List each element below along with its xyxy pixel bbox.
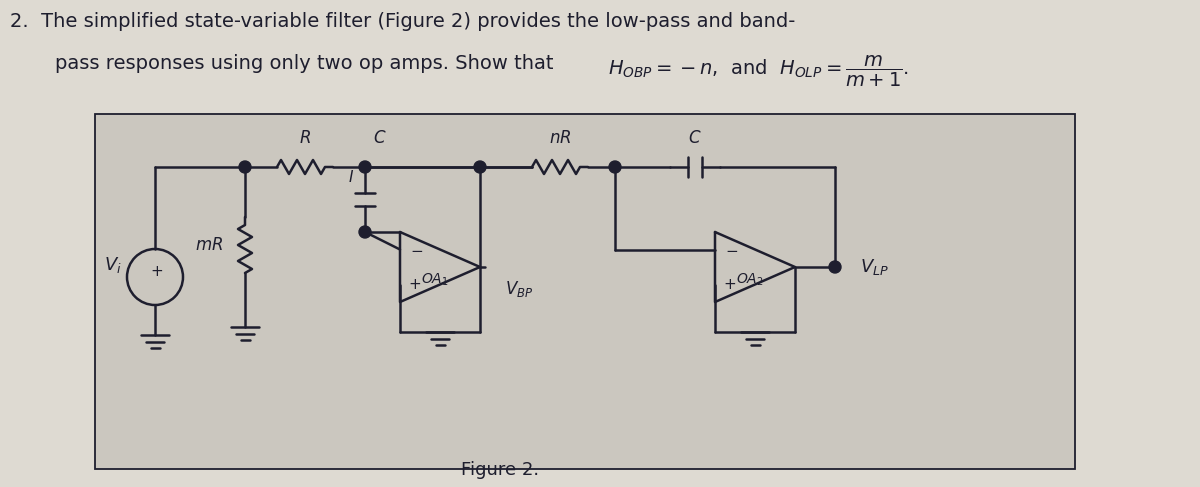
Text: $OA_2$: $OA_2$	[736, 272, 764, 288]
Text: $mR$: $mR$	[194, 236, 223, 254]
Text: $C$: $C$	[373, 129, 386, 147]
Text: $R$: $R$	[299, 129, 311, 147]
Text: $V_i$: $V_i$	[104, 255, 122, 275]
Text: $V_{BP}$: $V_{BP}$	[505, 279, 533, 299]
Circle shape	[474, 161, 486, 173]
Circle shape	[610, 161, 622, 173]
Text: $+$: $+$	[722, 277, 736, 292]
Circle shape	[359, 161, 371, 173]
Circle shape	[239, 161, 251, 173]
Bar	[95, 114, 1075, 469]
Text: $-$: $-$	[725, 242, 738, 257]
Text: $nR$: $nR$	[548, 129, 571, 147]
Text: $-$: $-$	[410, 242, 424, 257]
Text: $C$: $C$	[689, 129, 702, 147]
Text: $+$: $+$	[150, 263, 163, 279]
Text: $I$: $I$	[348, 169, 354, 186]
Text: pass responses using only two op amps. Show that: pass responses using only two op amps. S…	[55, 54, 559, 73]
Text: $+$: $+$	[408, 277, 421, 292]
Text: $OA_1$: $OA_1$	[421, 272, 449, 288]
Text: $V_{LP}$: $V_{LP}$	[860, 257, 889, 277]
Circle shape	[359, 226, 371, 238]
Text: Figure 2.: Figure 2.	[461, 461, 539, 479]
Text: 2.  The simplified state-variable filter (Figure 2) provides the low-pass and ba: 2. The simplified state-variable filter …	[10, 12, 796, 31]
Text: $H_{OBP} = -n$,  and  $H_{OLP} = \dfrac{m}{m+1}$.: $H_{OBP} = -n$, and $H_{OLP} = \dfrac{m}…	[608, 54, 910, 89]
Circle shape	[829, 261, 841, 273]
